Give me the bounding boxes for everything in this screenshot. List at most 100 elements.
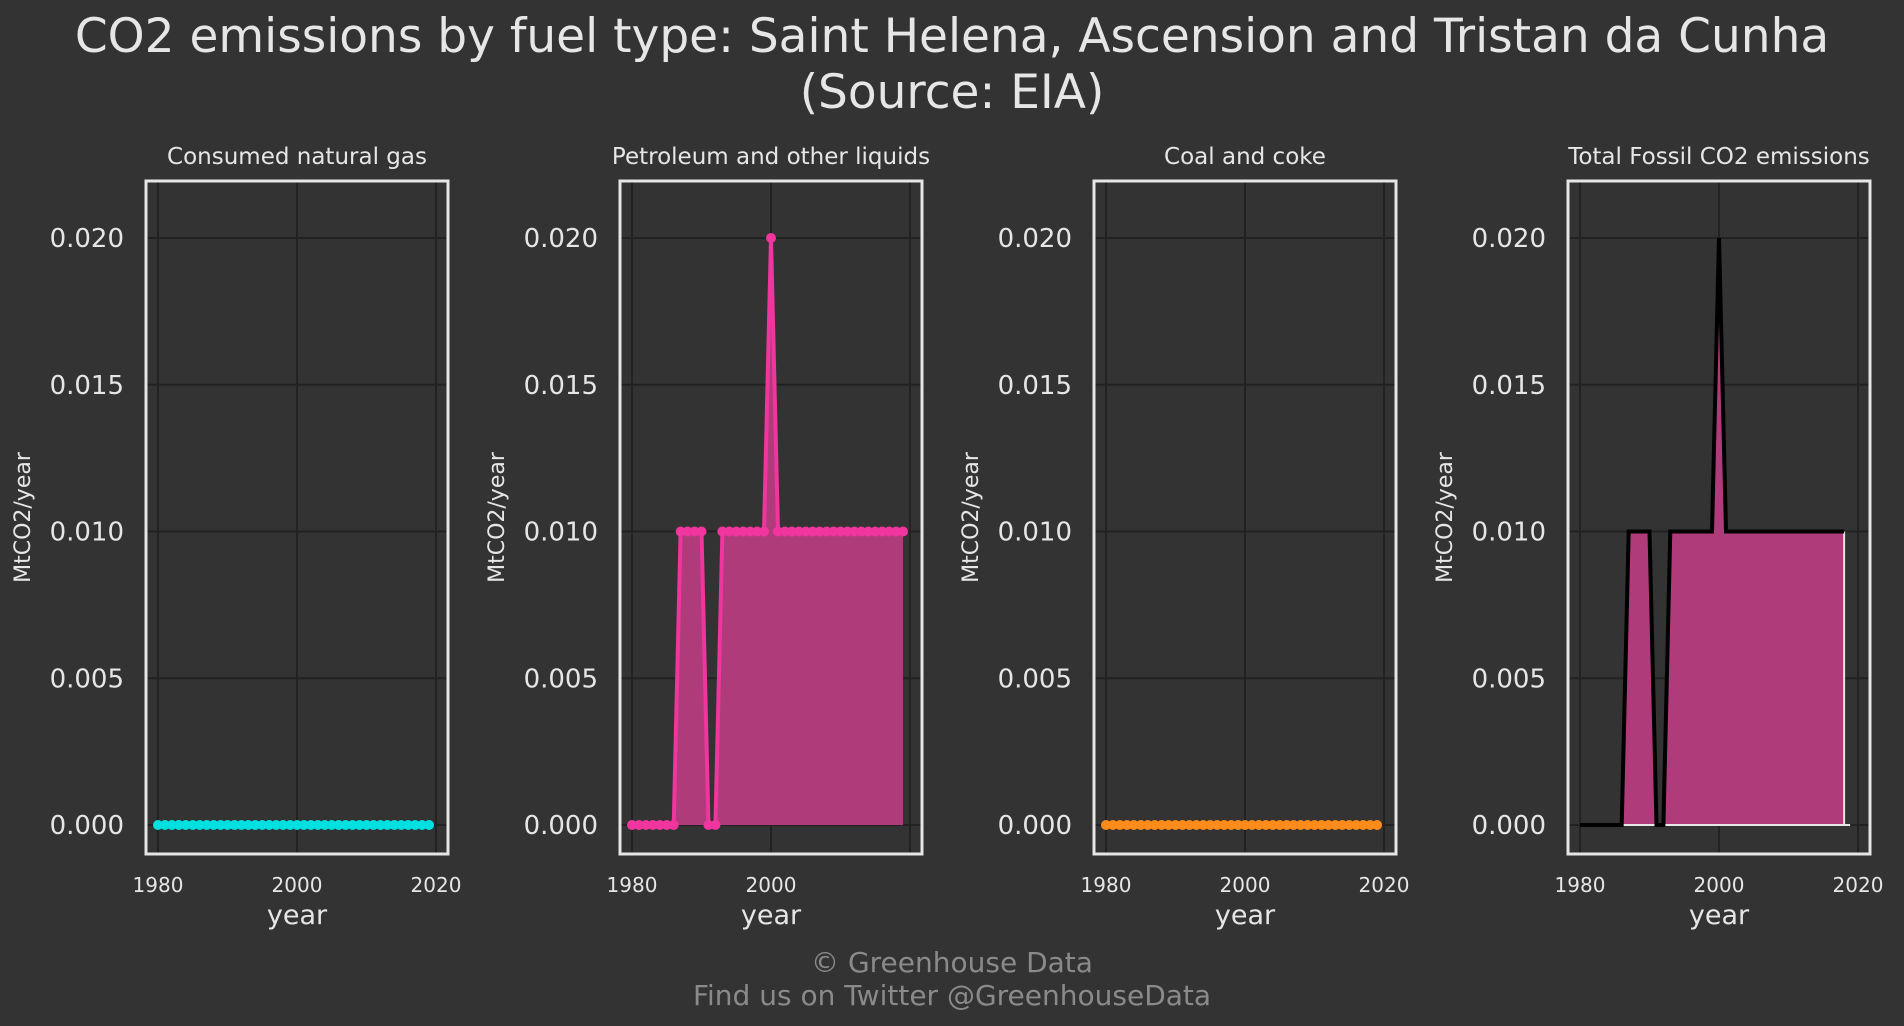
data-point <box>340 820 351 830</box>
data-point <box>759 526 770 537</box>
data-point <box>1114 820 1125 830</box>
data-point <box>800 526 811 537</box>
data-point <box>319 820 330 830</box>
data-point <box>1121 820 1132 830</box>
y-tick-label: 0.015 <box>50 371 124 401</box>
data-point <box>1260 820 1271 830</box>
data-point <box>647 820 658 830</box>
y-tick-label: 0.020 <box>1472 224 1546 254</box>
data-point <box>1170 820 1181 830</box>
data-point <box>305 820 316 830</box>
y-tick-label: 0.000 <box>524 811 598 841</box>
y-tick-label: 0.000 <box>1472 811 1546 841</box>
data-point <box>1101 820 1111 830</box>
data-point <box>814 526 825 537</box>
panel-1: Consumed natural gas 0.000 0.005 0.010 0.015… <box>11 144 461 931</box>
x-tick-label: 2000 <box>1220 873 1271 897</box>
data-point <box>180 820 191 830</box>
data-point <box>738 526 749 537</box>
data-point <box>1205 820 1216 830</box>
data-point <box>1288 820 1299 830</box>
data-point <box>1184 820 1195 830</box>
data-point <box>1337 820 1348 830</box>
data-point <box>271 820 282 830</box>
data-point <box>745 526 756 537</box>
data-point <box>1309 820 1320 830</box>
panel-frame <box>618 179 924 856</box>
y-tick-label: 0.010 <box>50 518 124 548</box>
data-point <box>1191 820 1202 830</box>
data-point <box>424 820 435 830</box>
data-point <box>236 820 247 830</box>
data-point <box>668 820 679 830</box>
data-point <box>354 820 365 830</box>
data-point <box>898 526 909 537</box>
panel-frame <box>1092 179 1398 856</box>
chart-panels: Consumed natural gas 0.000 0.005 0.010 0.015… <box>11 144 1883 931</box>
data-point <box>368 820 379 830</box>
data-point <box>264 820 275 830</box>
data-point <box>835 526 846 537</box>
data-point <box>724 526 735 537</box>
panel-frame <box>144 179 450 856</box>
data-point <box>627 820 637 830</box>
data-point <box>1142 820 1153 830</box>
data-point <box>187 820 198 830</box>
panel-2: Petroleum and other liquids 0.000 0.005 0.0… <box>485 144 930 931</box>
data-point <box>654 820 665 830</box>
y-tick-label: 0.015 <box>524 371 598 401</box>
data-point <box>298 820 309 830</box>
x-tick-label: 1980 <box>1081 873 1132 897</box>
data-point <box>229 820 240 830</box>
data-point <box>1344 820 1355 830</box>
y-axis-label: MtCO2/year <box>11 451 36 583</box>
data-point <box>675 526 686 537</box>
y-tick-label: 0.020 <box>998 224 1072 254</box>
data-point <box>347 820 358 830</box>
data-point <box>166 820 177 830</box>
data-point <box>703 820 714 830</box>
x-axis-label: year <box>1215 900 1276 931</box>
data-point <box>828 526 839 537</box>
data-point <box>285 820 296 830</box>
data-point <box>856 526 867 537</box>
y-tick-label: 0.015 <box>1472 371 1546 401</box>
data-point <box>884 526 895 537</box>
y-tick-label: 0.005 <box>998 664 1072 694</box>
x-tick-label: 1980 <box>1555 873 1606 897</box>
data-point <box>870 526 881 537</box>
data-point <box>1128 820 1139 830</box>
panel-frame <box>1566 179 1872 856</box>
data-point <box>278 820 289 830</box>
data-point <box>1135 820 1146 830</box>
data-point <box>194 820 205 830</box>
figure-title-line1: CO2 emissions by fuel type: Saint Helena… <box>75 9 1829 64</box>
y-tick-label: 0.005 <box>50 664 124 694</box>
series-line <box>1580 237 1845 827</box>
data-point <box>1267 820 1278 830</box>
data-point <box>689 526 700 537</box>
x-tick-label: 2020 <box>1833 873 1884 897</box>
data-point <box>215 820 226 830</box>
panel-title: Petroleum and other liquids <box>612 144 930 170</box>
y-axis-label: MtCO2/year <box>1433 451 1458 583</box>
data-point <box>1372 820 1383 830</box>
data-point <box>410 820 421 830</box>
x-tick-label: 2000 <box>1694 873 1745 897</box>
data-point <box>640 820 651 830</box>
data-point <box>682 526 693 537</box>
data-point <box>1351 820 1362 830</box>
data-point <box>1316 820 1327 830</box>
y-tick-label: 0.000 <box>998 811 1072 841</box>
data-point <box>821 526 832 537</box>
figure-title-line2: (Source: EIA) <box>800 65 1105 120</box>
y-tick-label: 0.010 <box>998 518 1072 548</box>
y-tick-label: 0.010 <box>524 518 598 548</box>
data-point <box>1212 820 1223 830</box>
data-point <box>312 820 323 830</box>
data-point <box>153 820 163 830</box>
data-point <box>1149 820 1160 830</box>
data-point <box>877 526 888 537</box>
data-point <box>633 820 644 830</box>
